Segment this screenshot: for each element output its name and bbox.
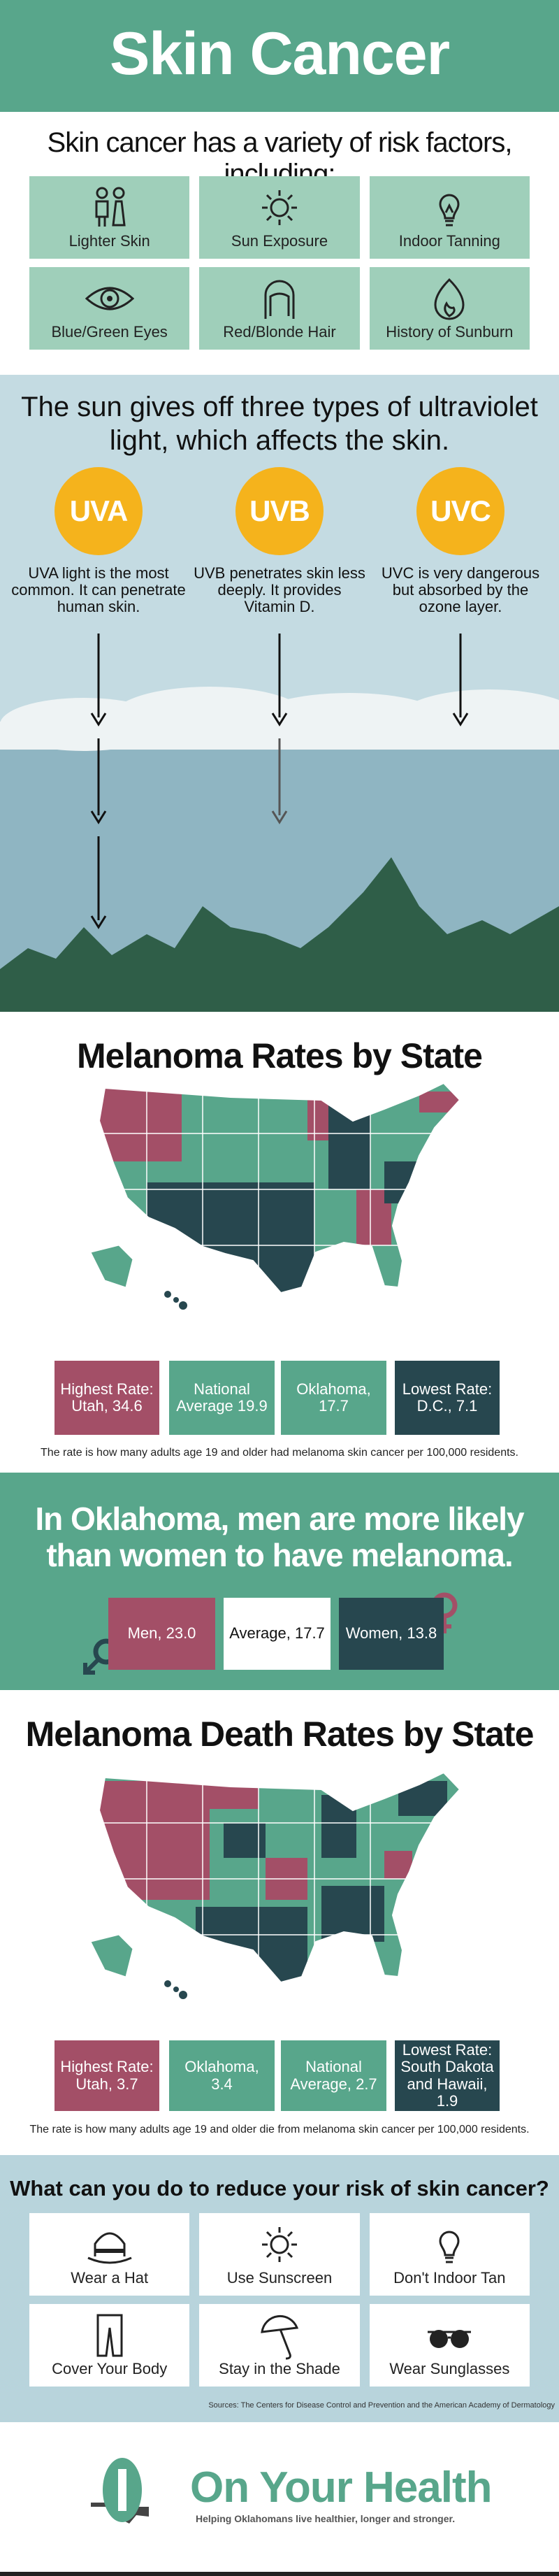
stat-box: Average, 17.7 bbox=[224, 1598, 331, 1670]
oklahoma-title: In Oklahoma, men are more likely than wo… bbox=[35, 1501, 524, 1573]
item-label: Don't Indoor Tan bbox=[393, 2269, 506, 2287]
logo bbox=[91, 2458, 149, 2524]
icon bbox=[439, 194, 460, 227]
footer: On Your Health Helping Oklahomans live h… bbox=[0, 2422, 559, 2576]
item-label: Sun Exposure bbox=[231, 232, 328, 250]
stat-box: National Average 19.9 bbox=[169, 1361, 275, 1435]
item-label: Use Sunscreen bbox=[226, 2269, 333, 2287]
uv-scene bbox=[0, 634, 559, 1012]
icon bbox=[96, 2314, 123, 2357]
uv-badge: UVC bbox=[416, 467, 504, 555]
weak-arrow bbox=[271, 738, 288, 824]
item: Indoor Tanning bbox=[369, 176, 530, 259]
item-label: Blue/Green Eyes bbox=[51, 323, 168, 341]
stat-box: Oklahoma, 17.7 bbox=[281, 1361, 386, 1435]
risk-grid: Lighter Skin Sun Exposure Indoor Tanning Bl… bbox=[29, 176, 530, 350]
item-label: Red/Blonde Hair bbox=[223, 323, 336, 341]
title: Skin Cancer bbox=[109, 20, 450, 87]
icon bbox=[434, 278, 465, 320]
item: History of Sunburn bbox=[369, 267, 530, 350]
item: Cover Your Body bbox=[29, 2304, 190, 2387]
icon bbox=[95, 187, 126, 227]
stat-box: Highest Rate: Utah, 34.6 bbox=[55, 1361, 159, 1435]
item: Don't Indoor Tan bbox=[369, 2213, 530, 2296]
uv-text: UVA light is the most common. It can pen… bbox=[11, 564, 186, 615]
mountains bbox=[0, 857, 559, 1012]
icon bbox=[439, 2231, 460, 2263]
item-label: History of Sunburn bbox=[386, 323, 514, 341]
item-label: Wear a Hat bbox=[71, 2269, 149, 2287]
bottom-bar bbox=[0, 2572, 559, 2576]
item: Lighter Skin bbox=[29, 176, 190, 259]
note: The rate is how many adults age 19 and o… bbox=[41, 1447, 518, 1459]
tagline: Helping Oklahomans live healthier, longe… bbox=[196, 2513, 456, 2524]
arrows bbox=[90, 634, 469, 929]
brand: On Your Health bbox=[190, 2463, 493, 2512]
uv-badge: UVA bbox=[55, 467, 143, 555]
uv-title: The sun gives off three types of ultravi… bbox=[21, 392, 538, 456]
melanoma-section: Melanoma Rates by State Highest Rate: Ut… bbox=[0, 1012, 559, 1473]
icon bbox=[428, 2330, 472, 2348]
item-label: Wear Sunglasses bbox=[389, 2360, 510, 2377]
sources: Sources: The Centers for Disease Control… bbox=[208, 2401, 555, 2410]
stat-box: Oklahoma, 3.4 bbox=[169, 2040, 275, 2111]
uv-section: The sun gives off three types of ultravi… bbox=[0, 375, 559, 1012]
item: Stay in the Shade bbox=[199, 2304, 360, 2387]
item-label: Stay in the Shade bbox=[219, 2360, 340, 2377]
item: Blue/Green Eyes bbox=[29, 267, 190, 350]
risk-title: Skin cancer has a variety of risk factor… bbox=[47, 127, 513, 189]
stat-box: Highest Rate: Utah, 3.7 bbox=[55, 2040, 159, 2111]
item-label: Cover Your Body bbox=[52, 2360, 168, 2377]
risk-section: Skin cancer has a variety of risk factor… bbox=[0, 112, 559, 375]
icon bbox=[264, 280, 295, 319]
oklahoma-section: In Oklahoma, men are more likely than wo… bbox=[0, 1473, 559, 1690]
prevention-title: What can you do to reduce your risk of s… bbox=[10, 2176, 549, 2201]
stat-box: National Average, 2.7 bbox=[281, 2040, 386, 2111]
item: Wear Sunglasses bbox=[369, 2304, 530, 2387]
icon bbox=[261, 2314, 299, 2360]
icon bbox=[261, 190, 297, 225]
item: Use Sunscreen bbox=[199, 2213, 360, 2296]
us-map bbox=[91, 1771, 461, 1999]
death-section: Melanoma Death Rates by State Highest Ra… bbox=[0, 1690, 559, 2155]
uv-text: UVC is very dangerous but absorbed by th… bbox=[381, 564, 540, 615]
death-title: Melanoma Death Rates by State bbox=[25, 1715, 535, 1754]
prevention-grid: Wear a Hat Use Sunscreen Don't Indoor Tan C… bbox=[29, 2213, 530, 2387]
icon bbox=[87, 2232, 132, 2264]
note: The rate is how many adults age 19 and o… bbox=[29, 2124, 530, 2135]
item: Red/Blonde Hair bbox=[199, 267, 360, 350]
stat-box: Lowest Rate: South Dakota and Hawaii, 1.… bbox=[395, 2040, 500, 2111]
stat-box: Men, 23.0 bbox=[108, 1598, 215, 1670]
item: Wear a Hat bbox=[29, 2213, 190, 2296]
header: Skin Cancer bbox=[0, 0, 559, 112]
icon bbox=[261, 2227, 297, 2262]
us-map bbox=[91, 1082, 461, 1310]
icon bbox=[85, 287, 134, 310]
stat-box: Lowest Rate: D.C., 7.1 bbox=[395, 1361, 500, 1435]
item-label: Indoor Tanning bbox=[398, 232, 500, 250]
stat-box: Women, 13.8 bbox=[339, 1598, 444, 1670]
uv-text: UVB penetrates skin less deeply. It prov… bbox=[194, 564, 365, 615]
item-label: Lighter Skin bbox=[68, 232, 150, 250]
melanoma-title: Melanoma Rates by State bbox=[77, 1036, 483, 1075]
uv-badge: UVB bbox=[235, 467, 324, 555]
item: Sun Exposure bbox=[199, 176, 360, 259]
prevention-section: What can you do to reduce your risk of s… bbox=[0, 2155, 559, 2422]
